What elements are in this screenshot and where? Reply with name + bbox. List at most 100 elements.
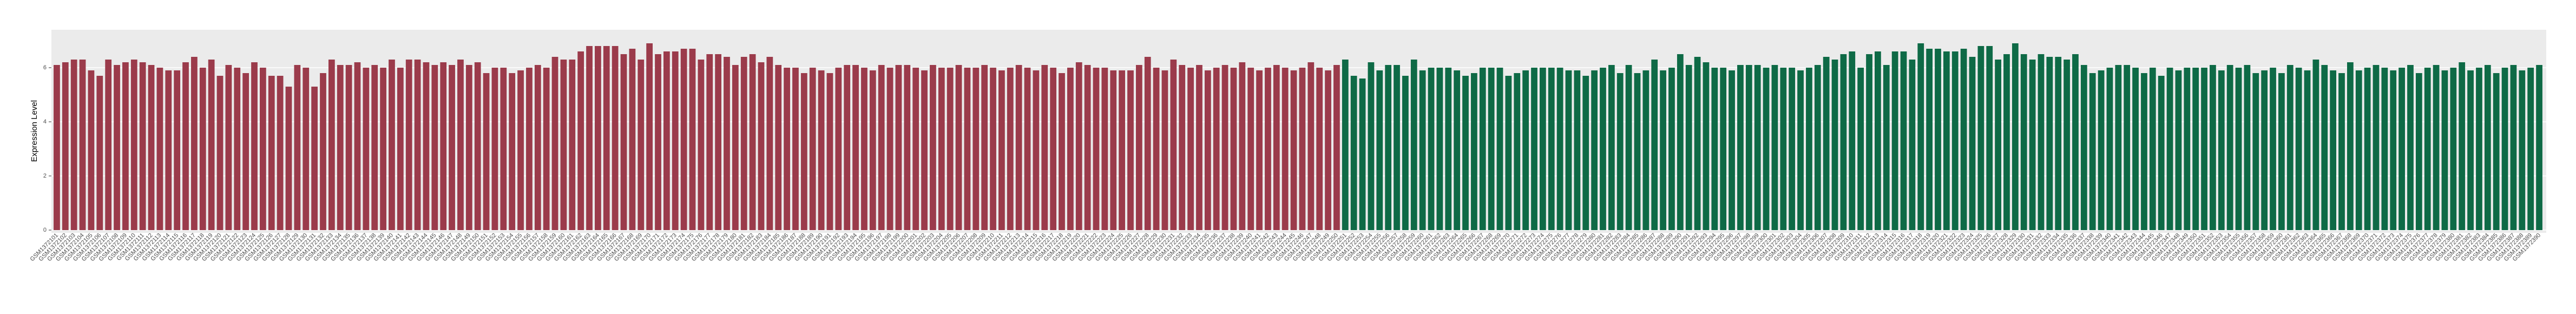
- bar: [1247, 68, 1254, 230]
- bar: [320, 73, 326, 230]
- bar: [2012, 43, 2019, 230]
- bar: [371, 65, 378, 230]
- bar: [1075, 62, 1082, 230]
- bar: [1067, 68, 1074, 230]
- bar: [1135, 65, 1142, 230]
- bar: [749, 54, 756, 230]
- bar: [603, 46, 610, 230]
- bar: [440, 62, 447, 230]
- bar: [2364, 68, 2371, 230]
- bar: [2459, 62, 2466, 230]
- bar: [2003, 54, 2010, 230]
- bar: [1290, 70, 1297, 230]
- bar: [465, 65, 472, 230]
- bar: [405, 60, 412, 230]
- bar: [1917, 43, 1924, 230]
- bar: [1488, 68, 1495, 230]
- bar: [337, 65, 344, 230]
- bar: [2218, 70, 2225, 230]
- bar: [216, 76, 224, 230]
- bar: [2476, 68, 2482, 230]
- bar: [1814, 65, 1821, 230]
- bar: [2390, 70, 2397, 230]
- bar: [1101, 68, 1108, 230]
- bar: [1849, 51, 1856, 230]
- bar: [2158, 76, 2165, 230]
- bar: [1651, 60, 1658, 230]
- bar: [1616, 73, 1624, 230]
- bar: [1789, 68, 1796, 230]
- bar: [1221, 65, 1228, 230]
- bar: [1007, 68, 1014, 230]
- bar: [698, 60, 705, 230]
- bar: [1625, 65, 1632, 230]
- y-tick-label: 0: [43, 227, 47, 233]
- bar: [1909, 60, 1916, 230]
- bar: [2261, 70, 2268, 230]
- bar: [2312, 60, 2319, 230]
- bar: [620, 54, 627, 230]
- bar: [491, 68, 498, 230]
- bar: [1720, 68, 1727, 230]
- bar: [2381, 68, 2388, 230]
- bar: [1737, 65, 1744, 230]
- bar: [2089, 73, 2096, 230]
- bar: [1419, 70, 1426, 230]
- bar: [809, 68, 816, 230]
- bar: [1342, 60, 1349, 230]
- bar: [2210, 65, 2216, 230]
- bar: [1926, 49, 1933, 230]
- bar: [182, 62, 189, 230]
- bar: [1771, 65, 1778, 230]
- bar: [560, 60, 567, 230]
- bar: [1883, 65, 1890, 230]
- bar: [869, 70, 876, 230]
- bar: [852, 65, 859, 230]
- bar: [2072, 54, 2079, 230]
- bar: [2355, 70, 2362, 230]
- bar: [1325, 70, 1331, 230]
- bar: [1170, 60, 1177, 230]
- bar: [1823, 57, 1830, 230]
- bar: [2175, 70, 2182, 230]
- bar: [1428, 68, 1435, 230]
- bar: [534, 65, 541, 230]
- bar: [431, 65, 438, 230]
- bar: [2519, 70, 2526, 230]
- bar: [861, 68, 868, 230]
- bar: [165, 70, 172, 230]
- bar: [174, 70, 181, 230]
- bar: [122, 62, 129, 230]
- bar: [509, 73, 516, 230]
- bar: [595, 46, 601, 230]
- bar: [1359, 78, 1366, 230]
- bar: [234, 68, 241, 230]
- bar: [1986, 46, 1993, 230]
- bar: [1763, 68, 1770, 230]
- bar: [981, 65, 988, 230]
- bar: [114, 65, 120, 230]
- bar: [2501, 68, 2508, 230]
- bar: [2080, 65, 2087, 230]
- bar: [1591, 70, 1598, 230]
- bar: [2166, 68, 2173, 230]
- bar: [844, 65, 851, 230]
- bar: [2527, 68, 2534, 230]
- bar: [1694, 57, 1701, 230]
- bar: [208, 60, 215, 230]
- bar: [285, 87, 292, 230]
- bar: [878, 65, 885, 230]
- bar: [2467, 70, 2474, 230]
- bar: [2415, 73, 2422, 230]
- bar: [1445, 68, 1452, 230]
- bar: [251, 62, 258, 230]
- bar: [1857, 68, 1864, 230]
- y-axis-title: Expression Level: [30, 100, 39, 162]
- bar: [1256, 70, 1263, 230]
- bar: [2407, 65, 2414, 230]
- bar: [930, 65, 936, 230]
- bar: [311, 87, 318, 230]
- bar: [1514, 73, 1521, 230]
- bar: [1093, 68, 1100, 230]
- bar: [2295, 68, 2302, 230]
